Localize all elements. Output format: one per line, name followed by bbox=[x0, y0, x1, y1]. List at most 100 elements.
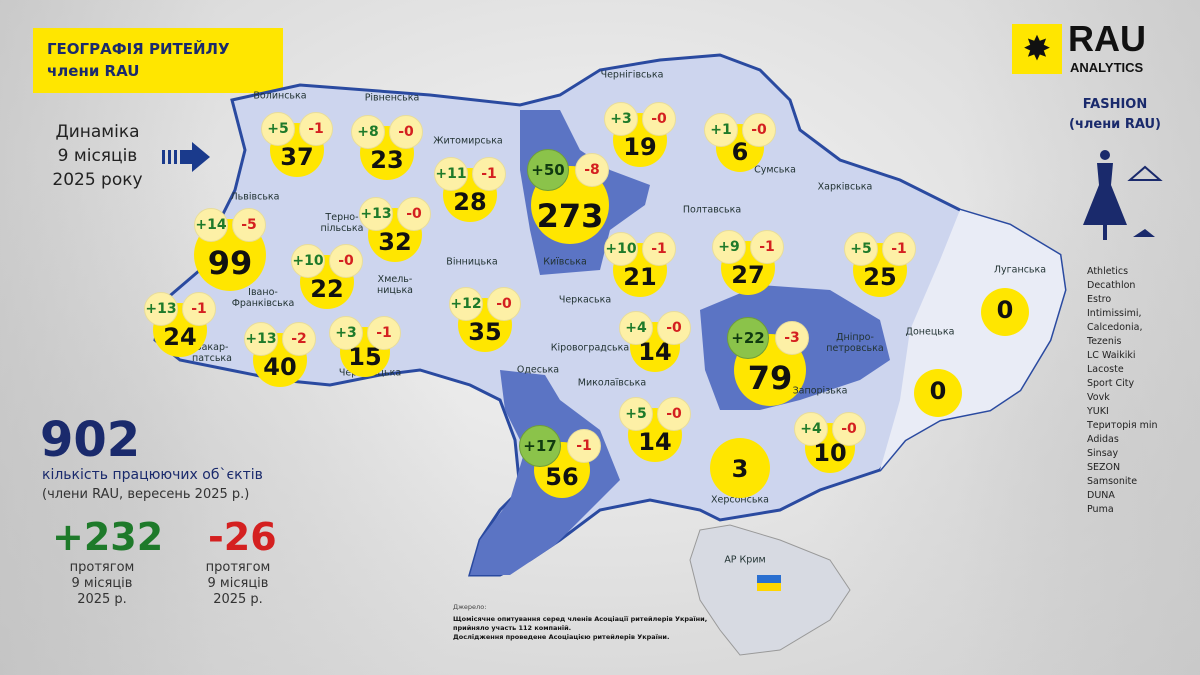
region-closed-badge: -1 bbox=[750, 230, 784, 264]
region-opened-badge: +13 bbox=[244, 322, 278, 356]
region-opened-badge: +4 bbox=[619, 311, 653, 345]
region-opened-badge: +5 bbox=[844, 232, 878, 266]
region-opened-badge: +13 bbox=[144, 292, 178, 326]
brand-item: Intimissimi, Calcedonia, Tezenis bbox=[1087, 308, 1143, 347]
title-line-1: ГЕОГРАФІЯ РИТЕЙЛУ bbox=[47, 40, 230, 58]
region-label: Хмель- ницька bbox=[376, 274, 414, 296]
region-label: Чернігівська bbox=[600, 69, 664, 81]
region-closed-badge: -2 bbox=[282, 322, 316, 356]
total-objects-caption: кількість працюючих об`єктів (члени RAU,… bbox=[42, 466, 263, 504]
caption-line: 9 місяців bbox=[207, 576, 269, 591]
region-closed-badge: -1 bbox=[367, 316, 401, 350]
region-closed-badge: -0 bbox=[832, 412, 866, 446]
region-label: Київська bbox=[543, 256, 587, 268]
region-label: Закар- патська bbox=[192, 342, 232, 364]
region-opened-badge: +8 bbox=[351, 115, 385, 149]
region-closed-badge: -1 bbox=[182, 292, 216, 326]
region-total: 3 bbox=[710, 438, 770, 498]
region-closed-badge: -1 bbox=[567, 429, 601, 463]
region-closed-badge: -1 bbox=[642, 232, 676, 266]
brand-item: SEZON bbox=[1087, 462, 1121, 473]
region-label: Вінницька bbox=[446, 256, 498, 268]
brand-item: Vovk bbox=[1087, 392, 1110, 403]
opened-caption: протягом 9 місяців 2025 р. bbox=[52, 560, 152, 608]
brand-item: Sport City bbox=[1087, 378, 1135, 389]
caption-line: 2025 р. bbox=[213, 592, 263, 607]
region-opened-badge: +11 bbox=[434, 157, 468, 191]
region-label: Миколаївська bbox=[577, 377, 647, 389]
region-closed-badge: -3 bbox=[775, 321, 809, 355]
source-line: Дослідження проведене Асоціацією ритейле… bbox=[453, 633, 670, 641]
region-opened-badge: +50 bbox=[527, 149, 569, 191]
segment-line: (члени RAU) bbox=[1069, 117, 1161, 132]
ukraine-flag-yellow bbox=[757, 583, 781, 591]
source-note: Джерело: Щомісячне опитування серед член… bbox=[453, 603, 707, 642]
dynamics-line: 9 місяців bbox=[57, 146, 138, 166]
region-closed-badge: -0 bbox=[657, 397, 691, 431]
closed-caption: протягом 9 місяців 2025 р. bbox=[188, 560, 288, 608]
brand-item: Територія min bbox=[1087, 420, 1158, 431]
region-opened-badge: +12 bbox=[449, 287, 483, 321]
star-logo-icon: ✸ bbox=[1012, 24, 1062, 74]
brand-item: Puma bbox=[1087, 504, 1114, 515]
region-opened-badge: +13 bbox=[359, 197, 393, 231]
region-label: Івано- Франківська bbox=[231, 287, 295, 309]
region-label: Херсонська bbox=[710, 494, 770, 506]
source-line: прийняло участь 112 компаній. bbox=[453, 624, 572, 632]
region-opened-badge: +14 bbox=[194, 208, 228, 242]
closed-count: -26 bbox=[208, 515, 277, 559]
region-total: 0 bbox=[914, 369, 962, 417]
region-label: Волинська bbox=[253, 90, 307, 102]
region-label: Кіровоградська bbox=[550, 342, 630, 354]
source-line: Щомісячне опитування серед членів Асоціа… bbox=[453, 615, 708, 623]
region-opened-badge: +1 bbox=[704, 113, 738, 147]
region-label: Дніпро- петровська bbox=[826, 332, 884, 354]
region-closed-badge: -1 bbox=[299, 112, 333, 146]
caption-line: 2025 р. bbox=[77, 592, 127, 607]
region-opened-badge: +10 bbox=[604, 232, 638, 266]
region-opened-badge: +9 bbox=[712, 230, 746, 264]
region-label: Черкаська bbox=[558, 294, 612, 306]
arrow-right-icon bbox=[162, 142, 210, 172]
region-opened-badge: +10 bbox=[291, 244, 325, 278]
caption-line: протягом bbox=[69, 560, 135, 575]
brand-item: Decathlon bbox=[1087, 280, 1136, 291]
region-closed-badge: -0 bbox=[389, 115, 423, 149]
brand-item: YUKI bbox=[1087, 406, 1109, 417]
region-opened-badge: +4 bbox=[794, 412, 828, 446]
source-heading: Джерело: bbox=[453, 603, 487, 611]
brand-item: Adidas bbox=[1087, 434, 1119, 445]
brand-item: Estro bbox=[1087, 294, 1112, 305]
region-total: 0 bbox=[981, 288, 1029, 336]
logo-name: RAU bbox=[1068, 18, 1146, 59]
rau-analytics-logo: ✸ RAU ANALYTICS bbox=[1012, 18, 1162, 78]
region-opened-badge: +3 bbox=[329, 316, 363, 350]
region-label: Терно- пільська bbox=[320, 212, 364, 234]
total-objects: 902 bbox=[40, 412, 141, 468]
region-closed-badge: -1 bbox=[882, 232, 916, 266]
segment-line: FASHION bbox=[1082, 97, 1148, 112]
region-closed-badge: -0 bbox=[487, 287, 521, 321]
region-closed-badge: -8 bbox=[575, 153, 609, 187]
region-label: Одеська bbox=[516, 364, 560, 376]
region-opened-badge: +17 bbox=[519, 425, 561, 467]
dynamics-label: Динаміка 9 місяців 2025 року bbox=[40, 120, 155, 192]
caption-line: кількість працюючих об`єктів bbox=[42, 467, 263, 483]
dress-icon bbox=[1083, 150, 1163, 240]
region-label: Донецька bbox=[905, 326, 955, 338]
logo-sub: ANALYTICS bbox=[1070, 60, 1144, 75]
region-label: Харківська bbox=[817, 181, 873, 193]
region-closed-badge: -1 bbox=[472, 157, 506, 191]
region-label: Полтавська bbox=[682, 204, 742, 216]
page-title: ГЕОГРАФІЯ РИТЕЙЛУ члени RAU bbox=[33, 28, 283, 93]
brand-item: Sinsay bbox=[1087, 448, 1119, 459]
brand-item: LC Waikiki bbox=[1087, 350, 1136, 361]
region-closed-badge: -0 bbox=[642, 102, 676, 136]
region-opened-badge: +3 bbox=[604, 102, 638, 136]
brand-list: Athletics Decathlon Estro Intimissimi, Calc… bbox=[1087, 265, 1187, 517]
title-line-2: члени RAU bbox=[47, 62, 140, 80]
region-closed-badge: -0 bbox=[657, 311, 691, 345]
opened-count: +232 bbox=[52, 515, 164, 559]
region-opened-badge: +5 bbox=[261, 112, 295, 146]
region-closed-badge: -0 bbox=[397, 197, 431, 231]
